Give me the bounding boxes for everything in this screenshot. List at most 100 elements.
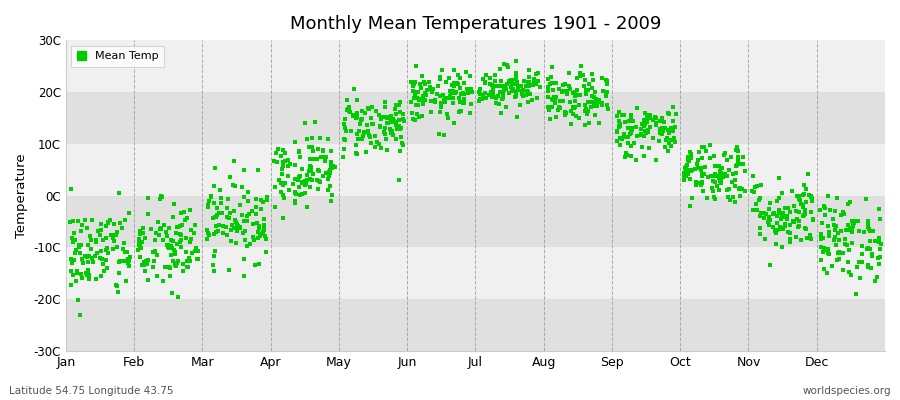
Point [792, 223, 806, 229]
Point [171, 294, 185, 300]
Point [663, 125, 678, 131]
Point [356, 129, 371, 135]
Point [817, 212, 832, 218]
Point [221, 196, 236, 202]
Point [416, 97, 430, 104]
Point [560, 88, 574, 94]
Point [440, 111, 454, 117]
Point [380, 115, 394, 121]
Point [475, 91, 490, 98]
Point [496, 91, 510, 97]
Point [74, 241, 88, 248]
Point [491, 83, 505, 89]
Point [727, 182, 742, 189]
Point [551, 107, 565, 114]
Point [325, 192, 339, 198]
Point [135, 262, 149, 268]
Point [787, 218, 801, 225]
Point [501, 78, 516, 85]
Point [292, 149, 306, 155]
Point [417, 97, 431, 104]
Point [319, 170, 333, 176]
Point [256, 229, 270, 235]
Point [683, 151, 698, 157]
Point [594, 100, 608, 106]
Point [832, 256, 846, 263]
Point [775, 213, 789, 220]
Point [730, 162, 744, 168]
Point [364, 140, 378, 147]
Point [113, 258, 128, 264]
Point [505, 80, 519, 87]
Point [779, 214, 794, 220]
Point [496, 91, 510, 97]
Point [640, 129, 654, 135]
Point [176, 268, 190, 274]
Point [814, 244, 828, 250]
Point [509, 93, 524, 100]
Point [408, 94, 422, 101]
Point [200, 227, 214, 233]
Point [836, 250, 850, 257]
Point [695, 172, 709, 179]
Point [91, 228, 105, 234]
Point [783, 238, 797, 245]
Point [190, 256, 204, 262]
Point [323, 148, 338, 154]
Point [822, 232, 836, 239]
Point [360, 122, 374, 128]
Point [71, 297, 86, 303]
Point [322, 167, 337, 174]
Point [267, 158, 282, 164]
Point [396, 111, 410, 118]
Point [378, 114, 392, 120]
Point [770, 220, 784, 226]
Point [792, 196, 806, 202]
Point [814, 236, 829, 242]
Point [543, 81, 557, 87]
Point [288, 190, 302, 196]
Point [713, 171, 727, 178]
Point [81, 270, 95, 276]
Point [714, 176, 728, 182]
Point [498, 83, 512, 90]
Point [725, 179, 740, 185]
Point [378, 99, 392, 105]
Point [642, 145, 656, 151]
Y-axis label: Temperature: Temperature [15, 153, 28, 238]
Point [302, 176, 317, 182]
Point [745, 188, 760, 194]
Point [362, 106, 376, 112]
Point [664, 137, 679, 144]
Point [769, 240, 783, 247]
Point [805, 194, 819, 201]
Point [119, 278, 133, 284]
Point [623, 130, 637, 137]
Point [437, 98, 452, 105]
Point [783, 230, 797, 236]
Point [306, 155, 320, 162]
Point [212, 210, 226, 216]
Point [276, 192, 291, 198]
Point [585, 98, 599, 105]
Point [746, 207, 760, 213]
Point [413, 80, 428, 87]
Point [112, 259, 126, 266]
Point [384, 128, 399, 134]
Point [479, 95, 493, 102]
Point [168, 262, 183, 268]
Point [98, 247, 112, 254]
Point [322, 169, 337, 176]
Point [220, 214, 234, 220]
Point [476, 76, 491, 83]
Point [798, 225, 813, 231]
Point [298, 178, 312, 184]
Point [137, 259, 151, 265]
Point [95, 261, 110, 267]
Point [830, 194, 844, 201]
Point [845, 240, 859, 247]
Point [248, 196, 263, 202]
Point [463, 110, 477, 116]
Point [287, 162, 302, 168]
Point [392, 117, 406, 124]
